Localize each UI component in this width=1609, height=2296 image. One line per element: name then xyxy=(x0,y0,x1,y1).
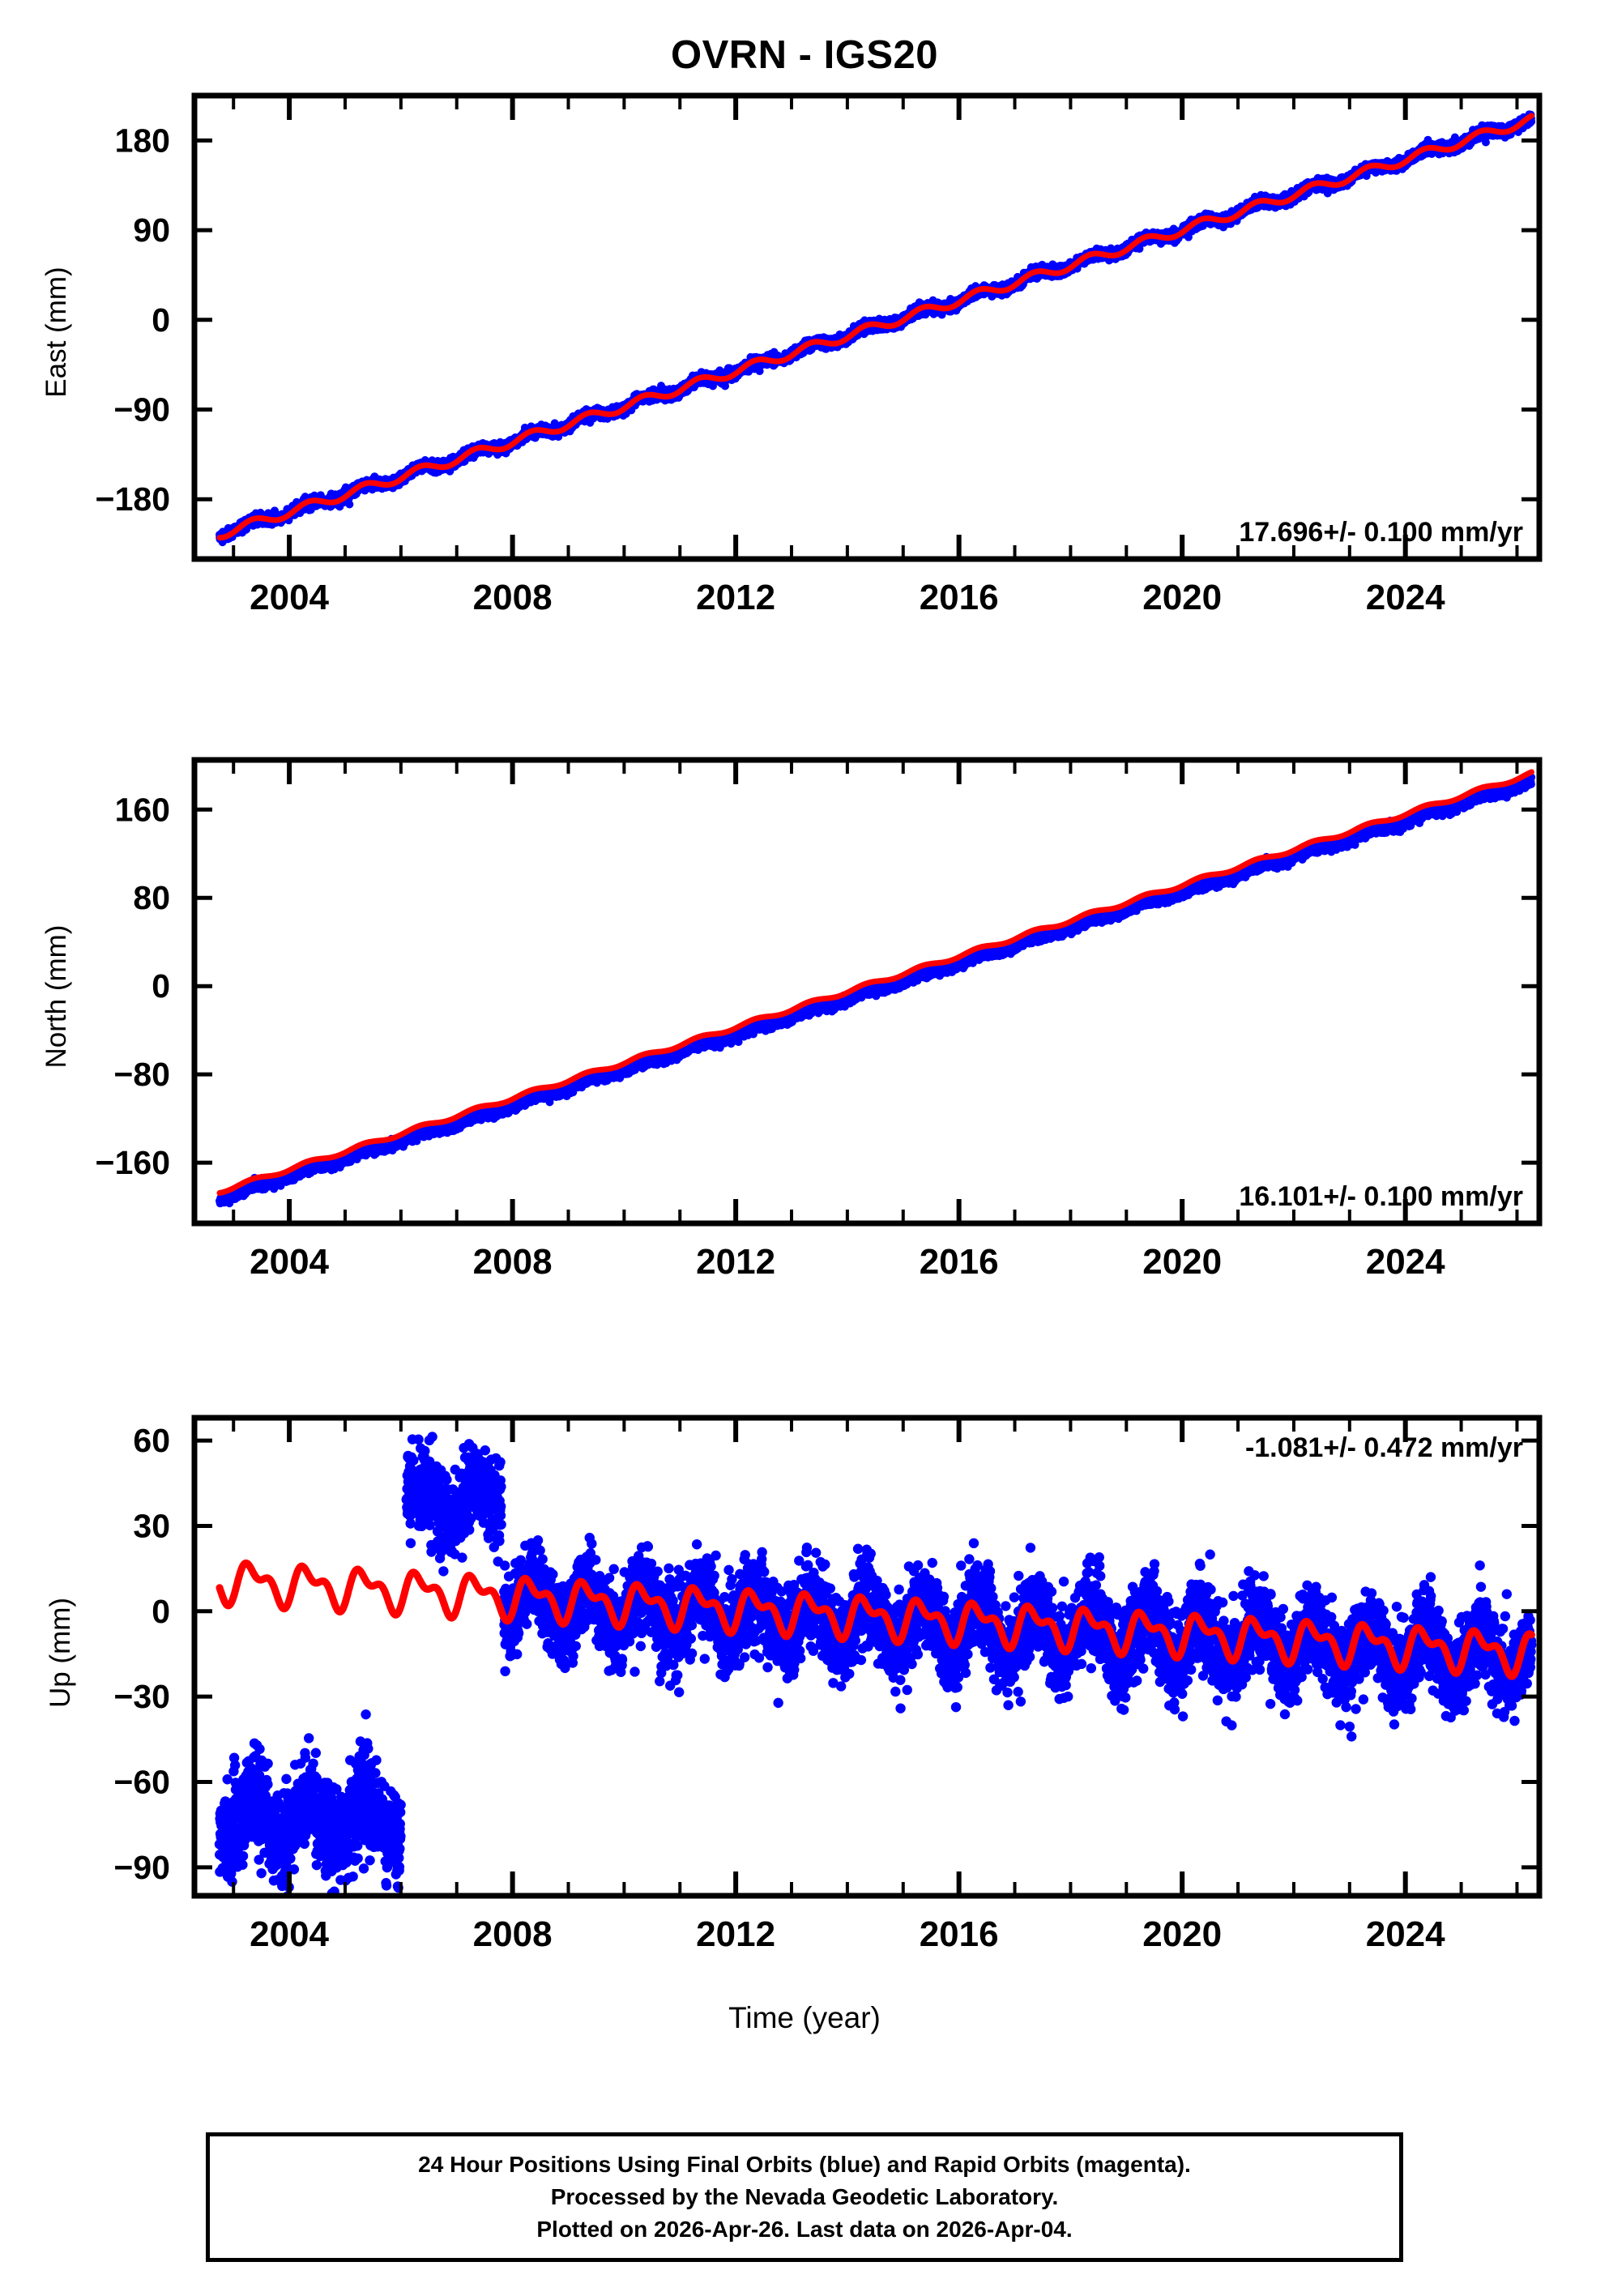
up-plot-canvas: 60 30 0 −30 −60 −90 2004 2008 2012 2016 2020 2024 -1… xyxy=(113,1415,1543,1954)
y-tick-label: 0 xyxy=(152,301,170,339)
y-tick-label: 60 xyxy=(133,1422,170,1459)
y-tick-label: 80 xyxy=(133,879,170,916)
y-tick-label: −160 xyxy=(96,1144,170,1181)
panel-north: 160 80 0 −80 −160 2004 2008 2012 2016 2020 2024 16.… xyxy=(0,664,1609,1337)
panel-up: 60 30 0 −30 −60 −90 2004 2008 2012 2016 2020 2024 -1… xyxy=(0,1329,1609,2009)
y-tick-label: −30 xyxy=(113,1678,170,1715)
y-tick-label: −80 xyxy=(113,1056,170,1093)
footer-line-1: 24 Hour Positions Using Final Orbits (bl… xyxy=(418,2152,1191,2178)
x-tick-label: 2012 xyxy=(696,1914,775,1954)
x-tick-label: 2016 xyxy=(920,578,999,617)
y-tick-label: 30 xyxy=(133,1507,170,1544)
rate-annotation: 16.101+/- 0.100 mm/yr xyxy=(1239,1181,1523,1212)
x-axis-label: Time (year) xyxy=(728,2001,881,2034)
footer-note-box: 24 Hour Positions Using Final Orbits (bl… xyxy=(206,2132,1403,2262)
north-y-axis-label: North (mm) xyxy=(41,924,72,1069)
y-tick-label: −90 xyxy=(113,1849,170,1886)
x-tick-label: 2004 xyxy=(250,1914,329,1954)
x-tick-label: 2024 xyxy=(1366,578,1445,617)
y-tick-label: 0 xyxy=(152,967,170,1005)
x-tick-label: 2008 xyxy=(473,1914,553,1954)
x-tick-label: 2024 xyxy=(1366,1914,1445,1954)
y-tick-label: −60 xyxy=(113,1764,170,1801)
east-y-axis-label: East (mm) xyxy=(41,267,72,398)
page-title: OVRN - IGS20 xyxy=(670,33,939,77)
y-tick-label: 160 xyxy=(115,791,170,828)
x-tick-label: 2024 xyxy=(1366,1242,1445,1282)
x-tick-label: 2004 xyxy=(250,578,329,617)
y-tick-label: −90 xyxy=(113,390,170,428)
x-tick-label: 2020 xyxy=(1142,1914,1222,1954)
east-plot-canvas: 180 90 0 −90 −180 2004 2008 2012 2016 2020 2024 17.… xyxy=(96,92,1543,617)
footer-line-2: Processed by the Nevada Geodetic Laborat… xyxy=(550,2184,1059,2210)
rate-annotation: 17.696+/- 0.100 mm/yr xyxy=(1239,517,1523,548)
x-tick-label: 2008 xyxy=(473,578,553,617)
x-tick-label: 2016 xyxy=(920,1914,999,1954)
x-tick-label: 2012 xyxy=(696,578,775,617)
panel-east: 180 90 0 −90 −180 2004 2008 2012 2016 2020 2024 17.… xyxy=(0,0,1609,672)
y-tick-label: 90 xyxy=(133,211,170,249)
x-tick-label: 2020 xyxy=(1142,578,1222,617)
y-tick-label: 180 xyxy=(115,122,170,159)
footer-line-3: Plotted on 2026-Apr-26. Last data on 202… xyxy=(536,2216,1073,2242)
north-plot-canvas: 160 80 0 −80 −160 2004 2008 2012 2016 2020 2024 16.… xyxy=(96,757,1543,1282)
x-tick-label: 2004 xyxy=(250,1242,329,1282)
x-tick-label: 2012 xyxy=(696,1242,775,1282)
x-tick-label: 2016 xyxy=(920,1242,999,1282)
x-tick-label: 2020 xyxy=(1142,1242,1222,1282)
y-tick-label: −180 xyxy=(96,480,170,518)
rate-annotation: -1.081+/- 0.472 mm/yr xyxy=(1245,1432,1523,1463)
y-tick-label: 0 xyxy=(152,1593,170,1630)
x-tick-label: 2008 xyxy=(473,1242,553,1282)
up-y-axis-label: Up (mm) xyxy=(45,1597,76,1709)
